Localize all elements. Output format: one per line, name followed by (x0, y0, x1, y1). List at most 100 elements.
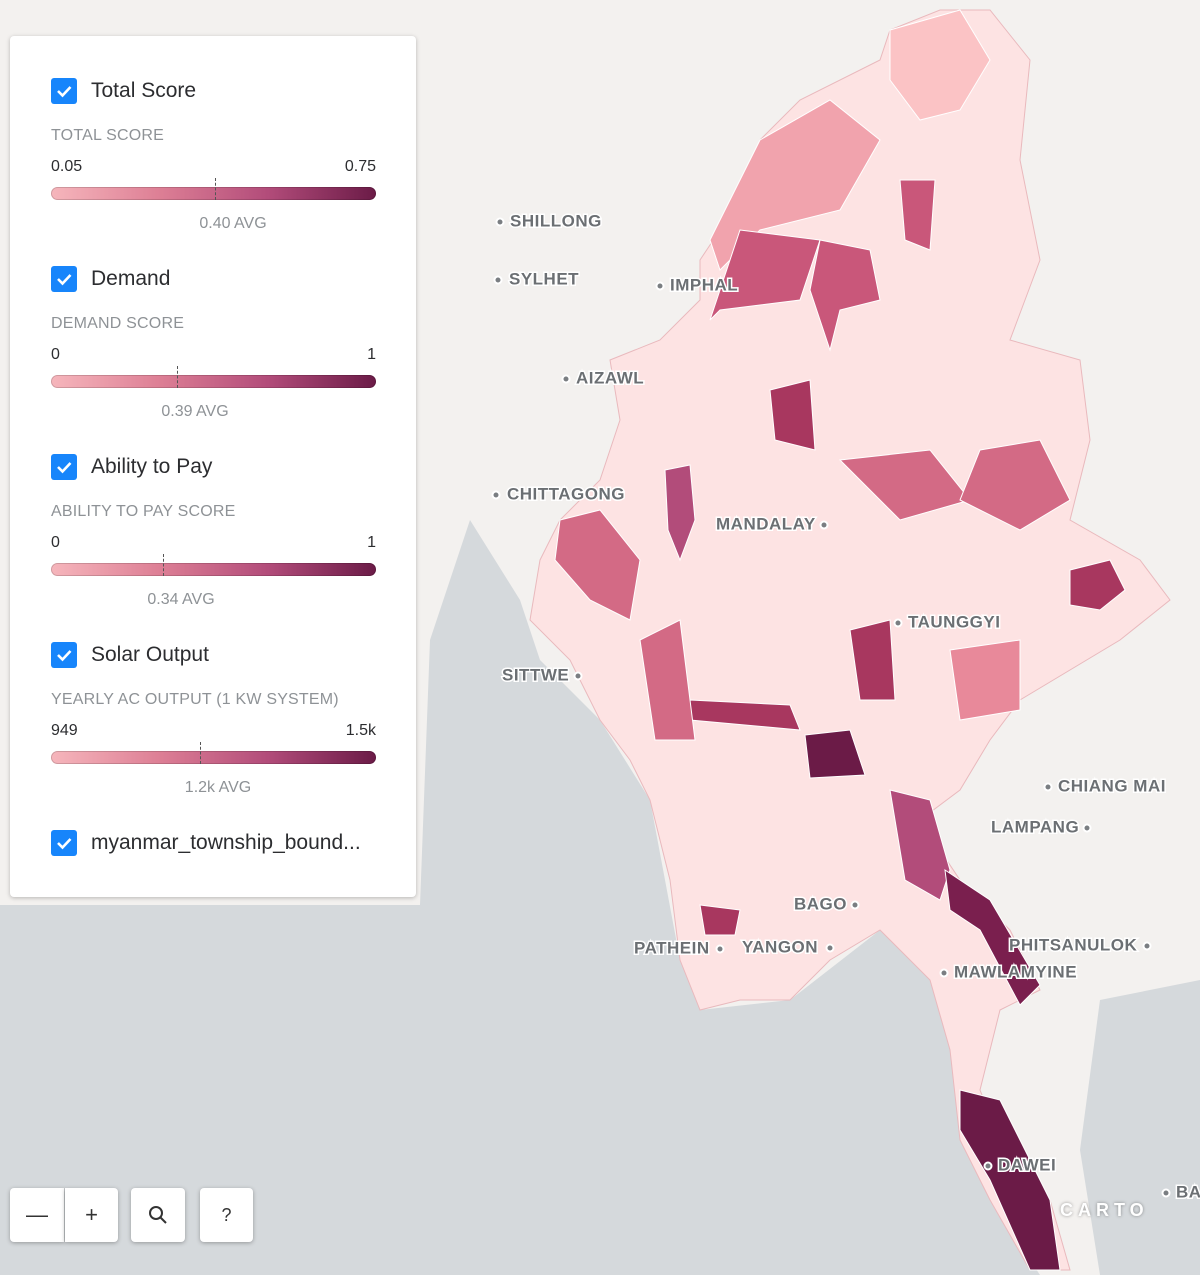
layer-title: Demand (91, 267, 171, 290)
city-label[interactable]: PATHEIN (633, 937, 711, 959)
township[interactable] (959, 439, 1071, 531)
city-dot (1043, 782, 1053, 792)
township[interactable] (664, 464, 696, 562)
sea (1080, 980, 1200, 1275)
city-label[interactable]: MANDALAY (715, 513, 817, 535)
township[interactable] (944, 868, 1041, 1006)
city-label[interactable]: YANGON (741, 936, 820, 958)
city-label[interactable]: LAMPANG (990, 816, 1081, 838)
township[interactable] (809, 239, 881, 352)
avg-marker (200, 742, 201, 764)
legend-min: 949 (51, 722, 78, 739)
city-label[interactable]: AIZAWL (575, 367, 646, 389)
city-dot (493, 275, 503, 285)
legend-avg: 0.40 AVG (199, 215, 267, 232)
township[interactable] (769, 379, 816, 451)
city-label[interactable]: SITTWE (501, 664, 571, 686)
legend-min: 0.05 (51, 158, 83, 175)
check-icon (57, 274, 72, 286)
legend-max: 1.5k (345, 722, 376, 739)
avg-marker (215, 178, 216, 200)
city-label[interactable]: BA (1175, 1181, 1200, 1203)
layer-title: myanmar_township_bound... (91, 831, 361, 854)
township[interactable] (899, 179, 936, 251)
zoom-in-button[interactable]: + (65, 1188, 118, 1242)
layer-checkbox[interactable] (51, 266, 77, 292)
township[interactable] (709, 99, 881, 271)
attribution: CARTO (1060, 1200, 1149, 1220)
legend-title: YEARLY AC OUTPUT (1 KW SYSTEM) (51, 691, 339, 708)
townships (554, 9, 1126, 1271)
legend-max: 1 (367, 534, 376, 551)
city-dot (573, 671, 583, 681)
township[interactable] (554, 509, 641, 621)
city-label[interactable]: BAGO (793, 893, 849, 915)
layer-title: Ability to Pay (91, 455, 213, 478)
city-label[interactable]: SYLHET (508, 268, 581, 290)
city-dot (491, 490, 501, 500)
township[interactable] (639, 619, 696, 741)
color-ramp (51, 375, 376, 388)
city-label[interactable]: CHITTAGONG (506, 483, 627, 505)
township[interactable] (709, 229, 821, 321)
township[interactable] (1069, 559, 1126, 611)
township[interactable] (959, 1089, 1061, 1271)
township[interactable] (849, 619, 896, 701)
city-label[interactable]: TAUNGGYI (907, 611, 1002, 633)
city-label[interactable]: MAWLAMYINE (953, 961, 1079, 983)
layer-checkbox[interactable] (51, 830, 77, 856)
layer-checkbox[interactable] (51, 78, 77, 104)
city-dot (715, 944, 725, 954)
city-dot (655, 281, 665, 291)
township[interactable] (889, 789, 951, 901)
city-dot (1142, 941, 1152, 951)
city-label[interactable]: PHITSANULOK (1008, 934, 1139, 956)
check-icon (57, 462, 72, 474)
layer-title: Total Score (91, 79, 197, 102)
check-icon (57, 650, 72, 662)
township[interactable] (838, 449, 971, 521)
city-dot (850, 900, 860, 910)
township[interactable] (889, 9, 991, 121)
legend-title: DEMAND SCORE (51, 315, 185, 332)
legend-panel: Total Score TOTAL SCORE 0.05 0.75 0.40 AVG De… (10, 36, 416, 897)
city-label[interactable]: IMPHAL (669, 274, 740, 296)
township[interactable] (699, 904, 741, 936)
legend-min: 0 (51, 534, 60, 551)
legend-avg: 0.34 AVG (147, 591, 215, 608)
township[interactable] (804, 729, 866, 779)
city-label[interactable]: CHIANG MAI (1057, 775, 1167, 797)
city-label[interactable]: DAWEI (997, 1154, 1058, 1176)
avg-marker (177, 366, 178, 388)
check-icon (57, 838, 72, 850)
legend-title: ABILITY TO PAY SCORE (51, 503, 236, 520)
help-button[interactable]: ? (200, 1188, 253, 1242)
legend-max: 1 (367, 346, 376, 363)
city-labels: SHILLONG SYLHET IMPHAL AIZAWL CHITTAGONG MAND… (491, 210, 1200, 1203)
city-dot (983, 1161, 993, 1171)
color-ramp (51, 751, 376, 764)
city-dot (825, 943, 835, 953)
township[interactable] (949, 639, 1021, 721)
layer-title: Solar Output (91, 643, 209, 666)
legend-avg: 0.39 AVG (161, 403, 229, 420)
legend-min: 0 (51, 346, 60, 363)
color-ramp (51, 187, 376, 200)
layer-checkbox[interactable] (51, 642, 77, 668)
color-ramp (51, 563, 376, 576)
layer-checkbox[interactable] (51, 454, 77, 480)
legend-title: TOTAL SCORE (51, 127, 165, 144)
city-dot (1082, 823, 1092, 833)
check-icon (57, 86, 72, 98)
city-dot (1161, 1188, 1171, 1198)
zoom-out-button[interactable]: — (10, 1188, 64, 1242)
sea (0, 520, 1040, 1275)
search-button[interactable] (131, 1188, 185, 1242)
city-dot (561, 374, 571, 384)
legend-avg: 1.2k AVG (184, 779, 252, 796)
city-dot (819, 520, 829, 530)
city-label[interactable]: SHILLONG (509, 210, 603, 232)
search-icon (149, 1206, 167, 1224)
